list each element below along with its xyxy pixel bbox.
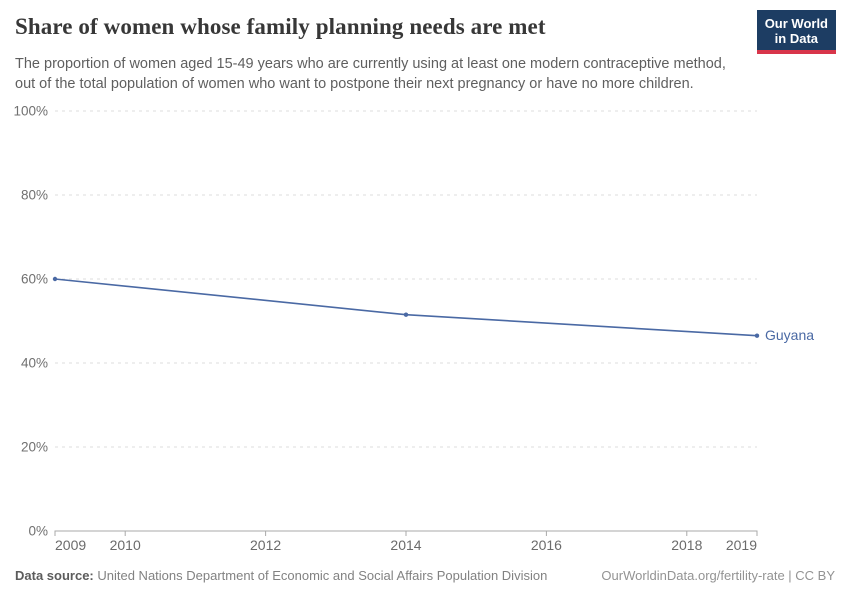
line-chart: 0% 20% 40% 60% 80% 100% 2009 2010 2012 2014 2016 20… [13,104,814,554]
data-point [52,276,58,282]
x-axis-tick-label: 2012 [250,537,281,553]
y-axis-tick-label: 80% [21,188,48,203]
chart-subtitle-line2: out of the total population of women who… [15,76,694,93]
owid-logo-line1: Our World [764,16,828,31]
chart-footer: Data source: United Nations Department o… [15,568,835,583]
y-axis-tick-label: 100% [13,104,48,119]
x-axis-tick-label: 2010 [110,537,141,553]
y-axis-tick-label: 20% [21,440,48,455]
data-line [54,278,758,337]
x-axis-tick-label: 2014 [390,537,421,553]
data-point [403,312,409,317]
data-source-text: United Nations Department of Economic an… [93,568,548,583]
x-axis-tick-label: 2009 [55,537,86,553]
y-axis-tick-label: 0% [28,524,48,539]
x-axis-tick-label: 2019 [726,537,757,553]
data-source: Data source: United Nations Department o… [15,568,547,583]
owid-logo: Our World in Data [756,10,836,54]
entity-label: Guyana [765,327,814,343]
chart-subtitle-line1: The proportion of women aged 15-49 years… [15,56,726,72]
y-axis-tick-label: 60% [21,272,48,287]
data-point [754,333,760,338]
x-axis-tick-label: 2018 [671,537,702,553]
y-axis-tick-label: 40% [21,356,48,371]
chart-subtitle: The proportion of women aged 15-49 years… [15,54,726,95]
page-title: Share of women whose family planning nee… [15,14,546,39]
owid-logo-line2: in Data [774,31,819,47]
attribution-link[interactable]: OurWorldinData.org/fertility-rate | CC B… [601,568,835,583]
data-source-label: Data source: [15,568,94,583]
x-axis-tick-label: 2016 [531,537,562,553]
